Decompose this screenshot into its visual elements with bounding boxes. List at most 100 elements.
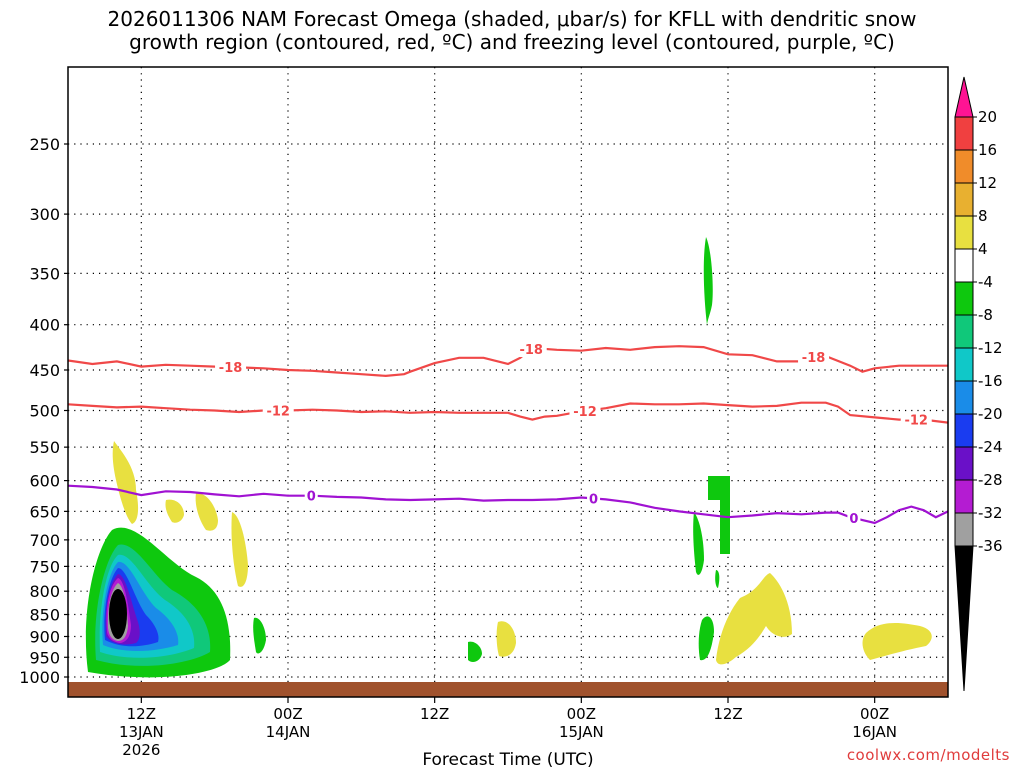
colorbar: 20 16 12 8 4 -4 -8 -12 -16 -20 -24 -28 -32 -36 bbox=[954, 76, 1003, 692]
y-tick-label: 850 bbox=[29, 606, 60, 625]
x-tick-label: 15JAN bbox=[559, 723, 604, 741]
omega-rising-green bbox=[693, 512, 704, 575]
colorbar-swatch bbox=[954, 281, 974, 316]
colorbar-label: -32 bbox=[978, 504, 1003, 522]
contour-label-background bbox=[847, 510, 861, 527]
omega-sinking-yellow bbox=[165, 499, 184, 523]
colorbar-swatch bbox=[954, 215, 974, 250]
x-tick-label: 00Z bbox=[273, 705, 302, 723]
y-tick-label: 250 bbox=[29, 135, 60, 154]
y-tick-label: 500 bbox=[29, 402, 60, 421]
omega-shading bbox=[85, 237, 932, 678]
omega-region-black bbox=[109, 589, 127, 639]
contour-label-background bbox=[587, 490, 601, 507]
omega-sinking-yellow bbox=[112, 441, 139, 524]
colorbar-swatch bbox=[954, 512, 974, 547]
y-tick-label: 300 bbox=[29, 205, 60, 224]
colorbar-label: -4 bbox=[978, 273, 993, 291]
x-tick-label: 13JAN bbox=[119, 723, 164, 741]
omega-rising-green bbox=[703, 237, 713, 325]
contour-label: -18 bbox=[802, 351, 826, 366]
temperature-contours: -18 -18 -18 -12 -12 -12 0 0 0 bbox=[68, 341, 948, 527]
colorbar-swatch bbox=[954, 413, 974, 448]
contour-label: -12 bbox=[573, 405, 597, 420]
omega-rising-green bbox=[708, 476, 730, 554]
y-tick-label: 950 bbox=[29, 648, 60, 667]
colorbar-swatch bbox=[954, 248, 974, 283]
x-tick-label: 14JAN bbox=[266, 723, 311, 741]
y-tick-label: 650 bbox=[29, 502, 60, 521]
colorbar-label: 12 bbox=[978, 174, 997, 192]
contour-label-background bbox=[900, 411, 932, 428]
y-axis: 250 300 350 400 450 500 550 600 650 700 750 800 850 9… bbox=[19, 135, 68, 687]
y-tick-label: 700 bbox=[29, 531, 60, 550]
y-tick-label: 600 bbox=[29, 472, 60, 491]
omega-sinking-yellow bbox=[496, 621, 516, 657]
omega-sinking-yellow bbox=[195, 492, 218, 531]
contour-label: -18 bbox=[219, 361, 243, 376]
y-tick-label: 400 bbox=[29, 316, 60, 335]
x-tick-label: 16JAN bbox=[852, 723, 897, 741]
colorbar-label: 20 bbox=[978, 108, 997, 126]
y-tick-label: 550 bbox=[29, 438, 60, 457]
x-tick-label: 12Z bbox=[420, 705, 449, 723]
colorbar-swatch bbox=[954, 116, 974, 151]
omega-sinking-yellow bbox=[716, 573, 792, 665]
contour-label-background bbox=[515, 341, 547, 358]
plot-background bbox=[68, 67, 948, 697]
colorbar-label: 8 bbox=[978, 207, 988, 225]
colorbar-swatch bbox=[954, 347, 974, 382]
x-tick-label: 2026 bbox=[122, 741, 160, 759]
omega-rising-green bbox=[698, 616, 714, 661]
site-credit: coolwx.com/modelts bbox=[846, 746, 1010, 764]
contour-label-background bbox=[569, 402, 601, 419]
omega-rising-green bbox=[715, 570, 720, 588]
colorbar-label: 4 bbox=[978, 240, 988, 258]
freezing-level-contour bbox=[68, 484, 948, 525]
colorbar-swatch bbox=[954, 380, 974, 415]
contour-label: 0 bbox=[589, 492, 598, 507]
contour-label-background bbox=[215, 359, 247, 376]
omega-rising-green bbox=[468, 641, 482, 662]
colorbar-label: 16 bbox=[978, 141, 997, 159]
contour-label-background bbox=[262, 402, 294, 419]
colorbar-swatch bbox=[954, 182, 974, 217]
terrain-surface bbox=[68, 682, 948, 697]
x-axis-title: Forecast Time (UTC) bbox=[422, 750, 593, 768]
y-tick-label: 450 bbox=[29, 361, 60, 380]
y-tick-label: 350 bbox=[29, 264, 60, 283]
omega-rising-green bbox=[253, 617, 266, 654]
chart-title: 2026011306 NAM Forecast Omega (shaded, μ… bbox=[107, 7, 917, 54]
contour-label-background bbox=[798, 348, 830, 365]
colorbar-swatch bbox=[954, 314, 974, 349]
colorbar-bottom-arrow bbox=[954, 545, 974, 692]
colorbar-label: -12 bbox=[978, 339, 1003, 357]
colorbar-label: -24 bbox=[978, 438, 1003, 456]
contour-label: -12 bbox=[266, 405, 290, 420]
y-tick-label: 1000 bbox=[19, 668, 60, 687]
colorbar-label: -8 bbox=[978, 306, 993, 324]
plot-frame bbox=[67, 66, 949, 698]
x-tick-label: 00Z bbox=[567, 705, 596, 723]
x-tick-label: 12Z bbox=[713, 705, 742, 723]
contour-label: -12 bbox=[904, 414, 928, 429]
x-tick-label: 00Z bbox=[860, 705, 889, 723]
x-tick-label: 12Z bbox=[127, 705, 156, 723]
y-tick-label: 750 bbox=[29, 557, 60, 576]
colorbar-label: -20 bbox=[978, 405, 1003, 423]
colorbar-swatch bbox=[954, 149, 974, 184]
colorbar-top-arrow bbox=[954, 76, 974, 118]
omega-sinking-yellow bbox=[862, 622, 932, 660]
colorbar-label: -28 bbox=[978, 471, 1003, 489]
colorbar-label: -36 bbox=[978, 537, 1003, 555]
dgz-top-contour bbox=[68, 345, 948, 378]
contour-label: 0 bbox=[307, 490, 316, 505]
y-tick-label: 800 bbox=[29, 582, 60, 601]
contour-label: 0 bbox=[849, 512, 858, 527]
y-tick-label: 900 bbox=[29, 627, 60, 646]
omega-sinking-yellow bbox=[231, 512, 248, 587]
colorbar-label: -16 bbox=[978, 372, 1003, 390]
colorbar-swatch bbox=[954, 446, 974, 481]
